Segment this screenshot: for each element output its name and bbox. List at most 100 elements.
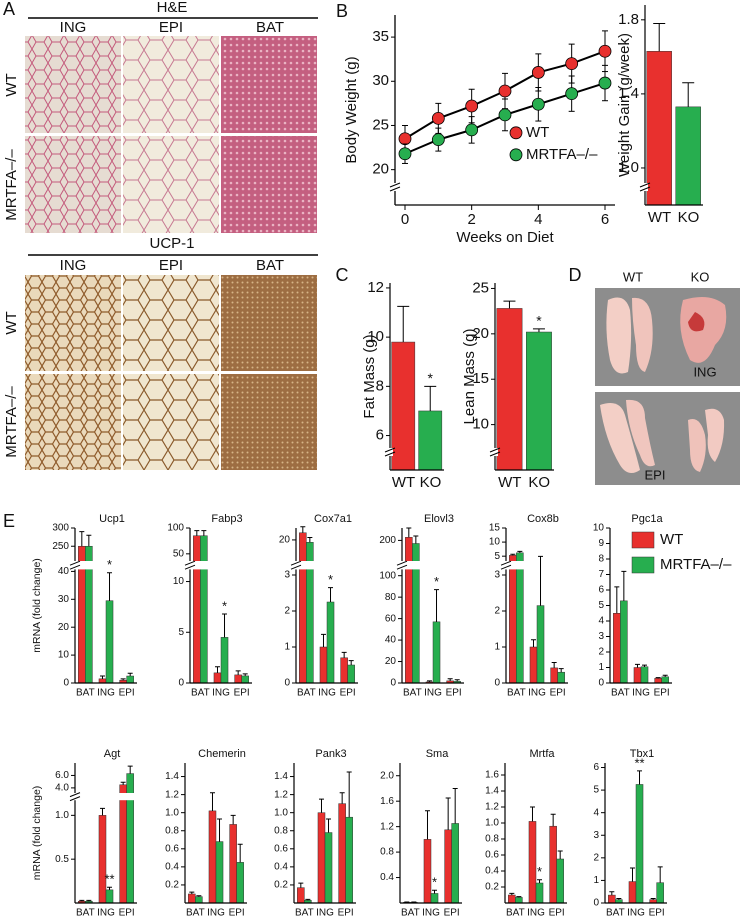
error-bar: [550, 813, 556, 827]
tissue-photos: [595, 288, 740, 485]
chart-title: Cox8b: [527, 513, 559, 525]
y-tick-label: 100: [167, 523, 184, 534]
bar: [297, 887, 305, 904]
bar: [423, 839, 432, 904]
error-bar: [120, 781, 126, 785]
histology-image: [123, 36, 219, 133]
bar: [535, 882, 544, 904]
bar: [675, 106, 701, 206]
y-tick-label: 8: [376, 377, 384, 394]
y-tick-label: 0.5: [55, 854, 69, 865]
error-bar: [557, 850, 563, 859]
bar: [549, 825, 557, 904]
y-tick-label: 1.0: [274, 807, 288, 818]
y-tick-label: 0.6: [485, 850, 499, 861]
y-tick-label: 20: [472, 325, 489, 342]
x-axis-label: Weeks on Diet: [456, 229, 554, 246]
x-tick-label: BAT: [401, 908, 420, 919]
error-bar: [298, 882, 304, 888]
column-label: ING: [60, 19, 87, 36]
chart-title: Agt: [104, 748, 121, 760]
histology-image: [123, 275, 219, 371]
y-tick-label: 20: [58, 622, 70, 633]
bar: [324, 832, 333, 904]
error-bar: [120, 678, 126, 681]
break-gap: [504, 561, 508, 570]
histology-image: [221, 374, 317, 470]
bar: [529, 646, 538, 684]
y-tick-label: 5: [598, 600, 604, 611]
y-tick-label: 1.0: [55, 810, 69, 821]
error-bar: [445, 797, 451, 830]
x-tick-label: ING: [422, 908, 440, 919]
error-bar: [339, 792, 345, 804]
break-gap: [403, 561, 465, 570]
x-tick-label: BAT: [297, 688, 316, 699]
axis-break: [396, 560, 408, 570]
tissue: [680, 296, 727, 363]
photo-label: KO: [691, 269, 710, 284]
x-tick-label: EPI: [338, 908, 354, 919]
error-bar: [655, 677, 661, 679]
bar: [661, 676, 669, 684]
x-tick-label: EPI: [549, 908, 565, 919]
chart-title: Sma: [426, 748, 450, 760]
y-tick-label: 1.4: [274, 771, 288, 782]
error-bar: [86, 899, 92, 902]
error-bar: [346, 771, 352, 818]
bar: [451, 823, 459, 904]
data-point: [465, 99, 479, 113]
bar: [98, 678, 107, 684]
break-gap: [76, 793, 138, 801]
panel-label: B: [336, 1, 348, 21]
axis-break: [384, 447, 396, 457]
histology-images: [25, 17, 318, 470]
data-point: [431, 111, 445, 125]
bar: [556, 858, 564, 904]
bar: [317, 812, 326, 904]
y-tick-label: 1.0: [165, 807, 179, 818]
axis-break: [389, 182, 401, 192]
panel-label: C: [336, 265, 349, 285]
error-bar: [99, 807, 105, 816]
error-bar: [424, 385, 437, 411]
error-bar: [406, 527, 412, 538]
bar: [432, 621, 441, 684]
x-tick-label: BAT: [76, 908, 95, 919]
bar: [628, 881, 637, 904]
legend-swatch: [631, 531, 655, 549]
y-tick-label: 1.0: [485, 818, 499, 829]
x-tick-label: KO: [420, 474, 442, 491]
error-bar: [99, 675, 105, 679]
break-gap: [492, 448, 498, 456]
legend-label: WT: [526, 124, 549, 141]
data-point: [498, 84, 512, 98]
y-axis-label: Lean Mass (g): [461, 329, 478, 425]
significance: *: [428, 370, 434, 386]
column-label: EPI: [159, 257, 183, 274]
y-tick-label: 0.2: [274, 880, 288, 891]
column-label: BAT: [256, 257, 284, 274]
axis-break: [290, 560, 302, 570]
error-bar: [454, 679, 460, 682]
significance: *: [107, 557, 112, 572]
y-tick-label: 5: [593, 785, 599, 796]
y-tick-label: 2: [284, 606, 290, 617]
y-tick-label: 0: [494, 678, 500, 689]
tissue: [600, 402, 640, 474]
y-tick-label: 6: [593, 762, 599, 773]
error-bar: [434, 589, 440, 622]
y-tick-label: 1.0: [618, 159, 639, 176]
column-label: ING: [60, 257, 87, 274]
bar: [195, 896, 203, 904]
break-gap: [507, 561, 569, 570]
bar: [299, 532, 307, 684]
bar: [213, 672, 222, 684]
chart-title: Elovl3: [424, 513, 454, 525]
error-bar: [107, 886, 113, 890]
y-tick-label: 5: [178, 627, 184, 638]
data-point: [398, 147, 412, 161]
y-tick-label: 0.2: [485, 882, 499, 893]
legend-marker: [509, 148, 523, 162]
y-tick-label: 3: [598, 631, 604, 642]
